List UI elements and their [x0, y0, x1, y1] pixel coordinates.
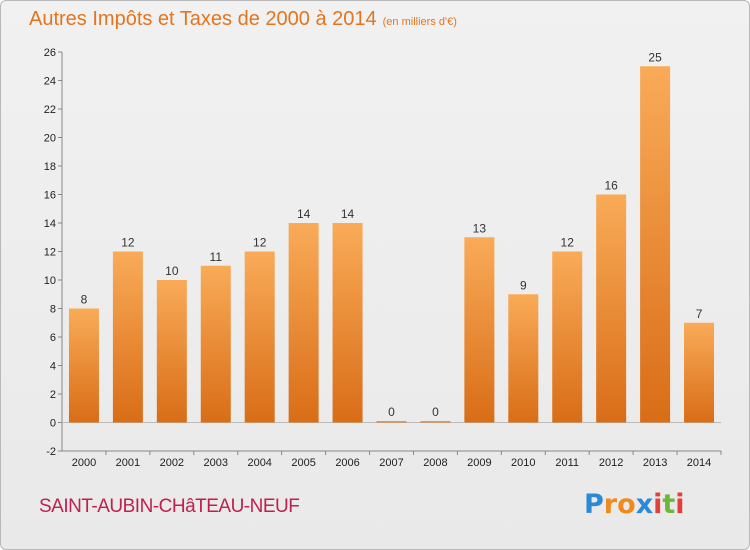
bar-2012: [596, 194, 627, 423]
bar-2001: [112, 251, 143, 423]
x-tick-label: 2014: [687, 457, 711, 469]
logo-letter: t: [662, 489, 676, 520]
bar-value-label: 0: [388, 405, 395, 419]
bar-value-label: 9: [520, 278, 527, 292]
x-tick-label: 2010: [511, 457, 535, 469]
x-tick-label: 2005: [291, 457, 315, 469]
x-tick-label: 2001: [116, 457, 140, 469]
x-tick-label: 2013: [643, 457, 667, 469]
chart-bars: 8 12 10 11 12 14 14 0 0 13 9 12 16 25 7: [68, 50, 715, 423]
x-tick-label: 2004: [247, 457, 271, 469]
logo-letter: i: [675, 489, 685, 520]
logo-letter: o: [617, 489, 636, 520]
proxiti-logo: Proxiti: [584, 489, 685, 520]
x-tick-label: 2000: [72, 457, 96, 469]
bar-2013: [640, 66, 671, 423]
bar-2004: [244, 251, 275, 423]
y-tick-label: 26: [44, 47, 56, 59]
bar-value-label: 25: [648, 50, 662, 64]
y-tick-label: 8: [50, 304, 56, 316]
y-tick-label: 24: [44, 76, 56, 88]
y-tick-label: 22: [44, 104, 56, 116]
bar-value-label: 7: [696, 307, 703, 321]
chart-unit: (en milliers d'€): [382, 16, 457, 28]
y-tick-label: 16: [44, 190, 56, 202]
y-tick-label: -2: [46, 446, 56, 458]
bar-value-label: 14: [341, 207, 355, 221]
bar-value-label: 8: [81, 293, 88, 307]
bar-2014: [684, 322, 715, 423]
x-tick-label: 2009: [467, 457, 491, 469]
y-tick-label: 2: [50, 389, 56, 401]
bar-2006: [332, 223, 363, 423]
commune-name: SAINT-AUBIN-CHâTEAU-NEUF: [39, 496, 300, 517]
x-tick-label: 2003: [204, 457, 228, 469]
y-tick-label: 0: [50, 418, 56, 430]
bar-value-label: 13: [473, 221, 487, 235]
bar-value-label: 16: [604, 179, 618, 193]
y-tick-label: 14: [44, 218, 56, 230]
logo-letter: r: [603, 489, 618, 520]
bar-2002: [156, 280, 187, 423]
bar-2003: [200, 265, 231, 423]
bar-2009: [464, 237, 495, 423]
bar-2010: [508, 294, 539, 423]
x-tick-label: 2002: [160, 457, 184, 469]
y-tick-label: 18: [44, 161, 56, 173]
bar-value-label: 11: [210, 250, 223, 264]
y-tick-label: 4: [50, 361, 56, 373]
bar-2011: [552, 251, 583, 423]
bar-value-label: 10: [165, 264, 179, 278]
bar-value-label: 12: [561, 236, 575, 250]
bar-value-label: 14: [297, 207, 311, 221]
bar-2005: [288, 223, 319, 423]
x-tick-label: 2007: [379, 457, 403, 469]
y-tick-label: 12: [44, 247, 56, 259]
bar-2007: [376, 421, 407, 423]
bar-2000: [68, 308, 99, 423]
y-tick-label: 6: [50, 332, 56, 344]
logo-letter: P: [584, 489, 604, 520]
x-tick-label: 2006: [335, 457, 359, 469]
bar-value-label: 12: [253, 236, 267, 250]
bar-value-label: 12: [121, 236, 135, 250]
bar-value-label: 0: [432, 405, 439, 419]
chart-title-text: Autres Impôts et Taxes de 2000 à 2014: [29, 8, 377, 30]
x-tick-label: 2008: [423, 457, 447, 469]
y-tick-label: 10: [44, 275, 56, 287]
x-tick-label: 2011: [555, 457, 579, 469]
logo-letter: i: [653, 489, 663, 520]
x-tick-label: 2012: [599, 457, 623, 469]
chart-title: Autres Impôts et Taxes de 2000 à 2014 (en…: [29, 8, 457, 31]
bar-2008: [420, 421, 451, 423]
y-tick-label: 20: [44, 133, 56, 145]
logo-letter: x: [635, 489, 654, 520]
